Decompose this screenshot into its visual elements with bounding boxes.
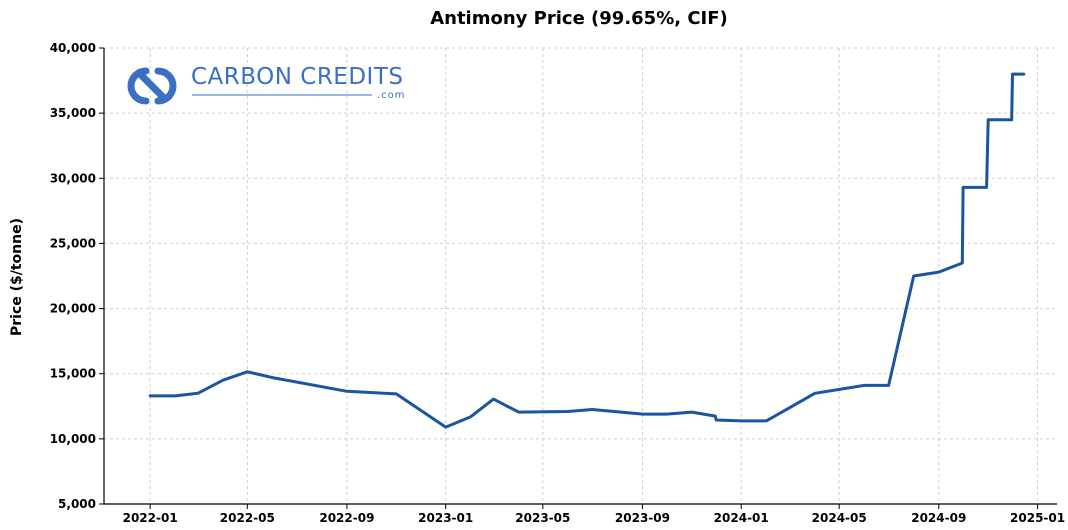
logo-sub-text: .com [377,90,406,101]
axis-ticks: 5,000 10,000 15,000 20,000 25,000 30,000 35,00… [50,41,1065,525]
y-tick-label: 15,000 [50,367,96,381]
chart-title: Antimony Price (99.65%, CIF) [430,8,728,29]
y-tick-label: 30,000 [50,171,96,185]
x-tick-label: 2022-09 [319,511,374,525]
x-tick-label: 2023-05 [515,511,570,525]
y-tick-label: 25,000 [50,236,96,250]
y-tick-label: 10,000 [50,432,96,446]
x-tick-label: 2024-01 [714,511,769,525]
series-layer [148,72,1026,429]
logo-mark-icon [127,67,177,105]
grid-lines [104,47,1057,504]
carbon-credits-logo: CARBON CREDITS .com [127,64,406,105]
x-tick-label: 2024-05 [812,511,867,525]
x-tick-label: 2023-01 [418,511,473,525]
x-tick-label: 2025-01 [1010,511,1065,525]
x-tick-label: 2023-09 [615,511,670,525]
y-axis-label: Price ($/tonne) [9,218,25,336]
x-tick-label: 2022-05 [220,511,275,525]
y-tick-label: 35,000 [50,106,96,120]
y-tick-label: 5,000 [58,497,96,511]
x-tick-label: 2022-01 [123,511,178,525]
y-tick-label: 20,000 [50,302,96,316]
x-tick-label: 2024-09 [911,511,966,525]
logo-brand-text: CARBON CREDITS [191,64,403,90]
axes-frame [103,48,1057,505]
y-tick-label: 40,000 [50,41,96,55]
price-series-line [148,72,1026,429]
